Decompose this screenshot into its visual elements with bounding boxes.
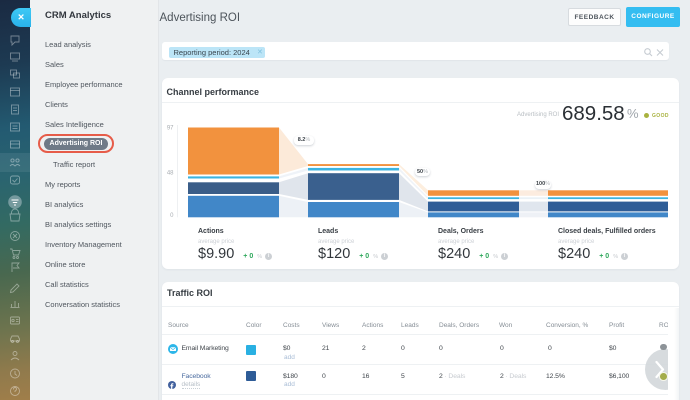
svg-text:0: 0 xyxy=(170,213,174,219)
svg-text:48: 48 xyxy=(167,170,174,176)
svg-text:97: 97 xyxy=(167,126,174,132)
